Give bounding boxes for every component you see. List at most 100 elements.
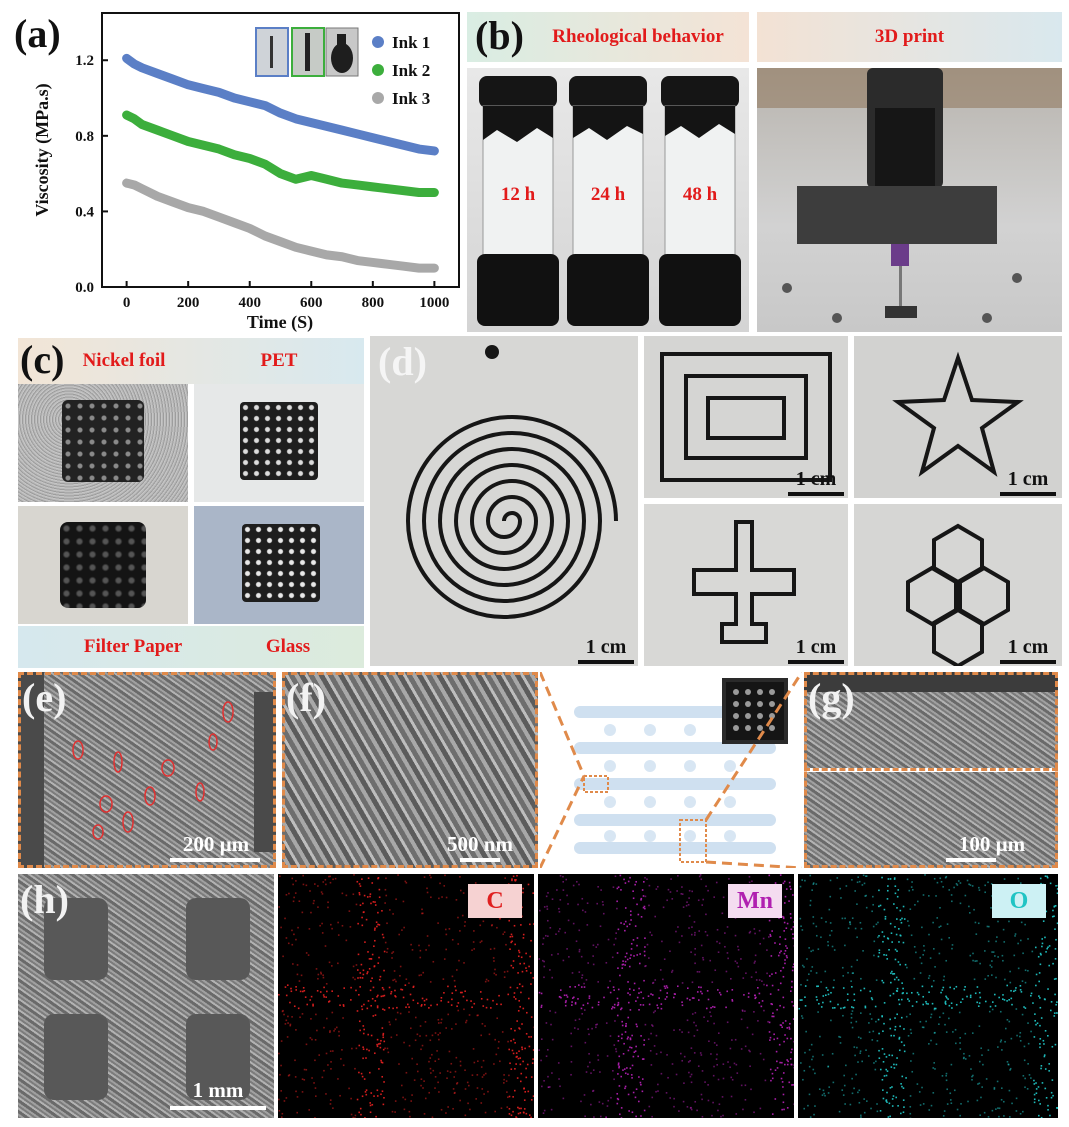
vial-2: [567, 76, 649, 326]
data-point-ink2: [430, 189, 438, 197]
panel-label-c: (c): [20, 338, 65, 382]
data-point-ink1: [246, 98, 254, 106]
x-axis-label: Time (S): [247, 312, 313, 333]
legend-label-ink2: Ink 2: [392, 61, 430, 80]
scalebar-e-text: 200 µm: [182, 832, 250, 856]
data-point-ink1: [123, 54, 131, 62]
eds-label-o: O: [992, 884, 1046, 918]
x-tick-label: 600: [300, 295, 323, 311]
scalebar-d-spiral-text: 1 cm: [585, 636, 627, 658]
data-point-ink1: [277, 109, 284, 117]
scalebar-f: 500 nm: [432, 832, 528, 862]
substrate-label-nickel: Nickel foil: [82, 350, 166, 371]
y-tick-label: 1.2: [75, 53, 94, 69]
substrate-pet-photo: [194, 384, 364, 502]
chart-legend: Ink 1 Ink 2 Ink 3: [372, 33, 430, 108]
data-point-ink1: [323, 122, 331, 130]
data-point-ink2: [184, 137, 192, 145]
scalebar-g: 100 µm: [944, 832, 1040, 862]
zoom-box-f: [282, 672, 538, 868]
data-point-ink3: [184, 204, 192, 212]
legend-marker-ink1: [372, 36, 384, 48]
scalebar-d-hex: 1 cm: [998, 636, 1058, 664]
scalebar-f-text: 500 nm: [447, 832, 513, 856]
scalebar-h-text: 1 mm: [192, 1078, 244, 1102]
data-point-ink2: [400, 187, 408, 195]
panel-h-sem: (h) 1 mm: [18, 874, 274, 1118]
data-point-ink1: [169, 75, 177, 83]
x-tick-label: 400: [238, 295, 261, 311]
data-point-ink2: [169, 132, 177, 140]
data-point-ink1: [261, 102, 269, 110]
vial-label-24h: 24 h: [590, 184, 626, 205]
substrate-header-top: [18, 338, 364, 384]
data-point-ink1: [415, 145, 423, 153]
data-point-ink3: [277, 238, 284, 246]
data-point-ink2: [261, 160, 269, 168]
data-point-ink3: [323, 251, 331, 259]
data-point-ink3: [415, 264, 423, 272]
vial-3: [659, 76, 741, 326]
hexagon-photo: [854, 504, 1062, 666]
data-point-ink2: [307, 172, 315, 180]
panel-label-f: (f): [286, 675, 326, 720]
vials-photo: 12 h 24 h 48 h: [467, 68, 749, 332]
panel-label-d: (d): [378, 339, 427, 384]
data-point-ink3: [400, 262, 408, 270]
data-point-ink3: [215, 213, 223, 221]
eds-map-mn: Mn: [538, 874, 794, 1118]
panel-label-e: (e): [22, 675, 67, 720]
data-point-ink2: [353, 181, 361, 189]
y-tick-label: 0.8: [75, 129, 94, 145]
y-tick-label: 0.0: [75, 280, 94, 296]
plane-photo: [644, 504, 848, 666]
data-point-ink3: [338, 253, 346, 261]
data-point-ink3: [123, 179, 131, 187]
data-point-ink1: [184, 81, 192, 89]
spiral-photo: [370, 336, 638, 666]
series-line-ink2: [122, 110, 439, 198]
data-point-ink1: [353, 130, 361, 138]
data-point-ink3: [384, 260, 392, 268]
series-line-ink3: [122, 178, 439, 273]
panel-label-h: (h): [20, 877, 69, 922]
panel-f: (f) 500 nm: [282, 672, 538, 868]
scalebar-d-plane: 1 cm: [786, 636, 846, 664]
substrate-label-filter: Filter Paper: [83, 636, 183, 657]
data-point-ink2: [246, 155, 254, 163]
data-point-ink2: [138, 120, 146, 128]
substrate-header-bottom: [18, 626, 364, 668]
scalebar-d-rect: 1 cm: [786, 468, 846, 496]
data-point-ink1: [215, 88, 223, 96]
viscosity-chart: 0 200 400 600 800 1000 0.0 0.4 0.8 1.2 Ink 1 Ink 2…: [32, 12, 460, 333]
data-point-ink2: [230, 151, 238, 159]
x-tick-label: 200: [177, 295, 200, 311]
data-point-ink3: [261, 232, 269, 240]
scalebar-d-hex-text: 1 cm: [1007, 636, 1049, 658]
data-point-ink3: [292, 243, 300, 251]
legend-label-ink3: Ink 3: [392, 89, 430, 108]
y-axis-label: Viscosity (MPa.s): [32, 83, 53, 216]
data-point-ink2: [323, 175, 331, 183]
data-point-ink1: [338, 126, 346, 134]
scalebar-d-spiral: 1 cm: [576, 636, 636, 664]
x-tick-label: 800: [362, 295, 385, 311]
substrate-glass-photo: [194, 506, 364, 624]
data-point-ink2: [292, 175, 300, 183]
substrate-nickel-photo: [18, 384, 188, 502]
zoom-box-g: [804, 672, 1058, 868]
data-point-ink1: [230, 94, 238, 102]
data-point-ink2: [153, 126, 161, 134]
plot-frame: [101, 12, 460, 288]
substrate-label-pet: PET: [260, 350, 298, 371]
panel-g: (g) 100 µm: [804, 672, 1058, 868]
data-point-ink2: [338, 179, 346, 187]
header-rheological-text: Rheological behavior: [552, 26, 724, 47]
series-line-ink1: [122, 53, 439, 156]
data-point-ink3: [130, 181, 138, 189]
data-point-ink1: [153, 69, 161, 77]
panel-label-g: (g): [808, 675, 855, 720]
data-point-ink2: [384, 185, 392, 193]
eds-label-c: C: [468, 884, 522, 918]
